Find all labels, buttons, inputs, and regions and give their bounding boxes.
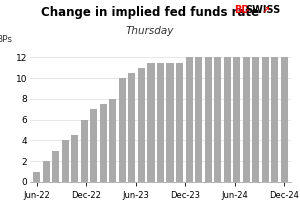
Bar: [195, 57, 202, 182]
Bar: [157, 63, 164, 182]
Bar: [214, 57, 221, 182]
Text: Thursday: Thursday: [126, 26, 174, 36]
Bar: [90, 109, 98, 182]
Bar: [167, 63, 174, 182]
Text: BD: BD: [235, 5, 250, 15]
Bar: [281, 57, 288, 182]
Bar: [81, 120, 88, 182]
Bar: [71, 135, 78, 182]
Text: ↗: ↗: [262, 5, 270, 15]
Bar: [62, 140, 69, 182]
Bar: [176, 63, 183, 182]
Bar: [33, 172, 40, 182]
Bar: [185, 57, 193, 182]
Bar: [138, 68, 145, 182]
Bar: [224, 57, 231, 182]
Bar: [262, 57, 269, 182]
Bar: [233, 57, 240, 182]
Bar: [100, 104, 107, 182]
Bar: [109, 99, 116, 182]
Bar: [119, 78, 126, 182]
Bar: [243, 57, 250, 182]
Bar: [205, 57, 212, 182]
Bar: [128, 73, 136, 182]
Bar: [147, 63, 155, 182]
Bar: [43, 161, 50, 182]
Text: Change in implied fed funds rate: Change in implied fed funds rate: [41, 6, 259, 19]
Bar: [52, 151, 59, 182]
Bar: [271, 57, 278, 182]
Bar: [252, 57, 259, 182]
Text: BPs: BPs: [0, 35, 12, 44]
Text: SWISS: SWISS: [245, 5, 280, 15]
